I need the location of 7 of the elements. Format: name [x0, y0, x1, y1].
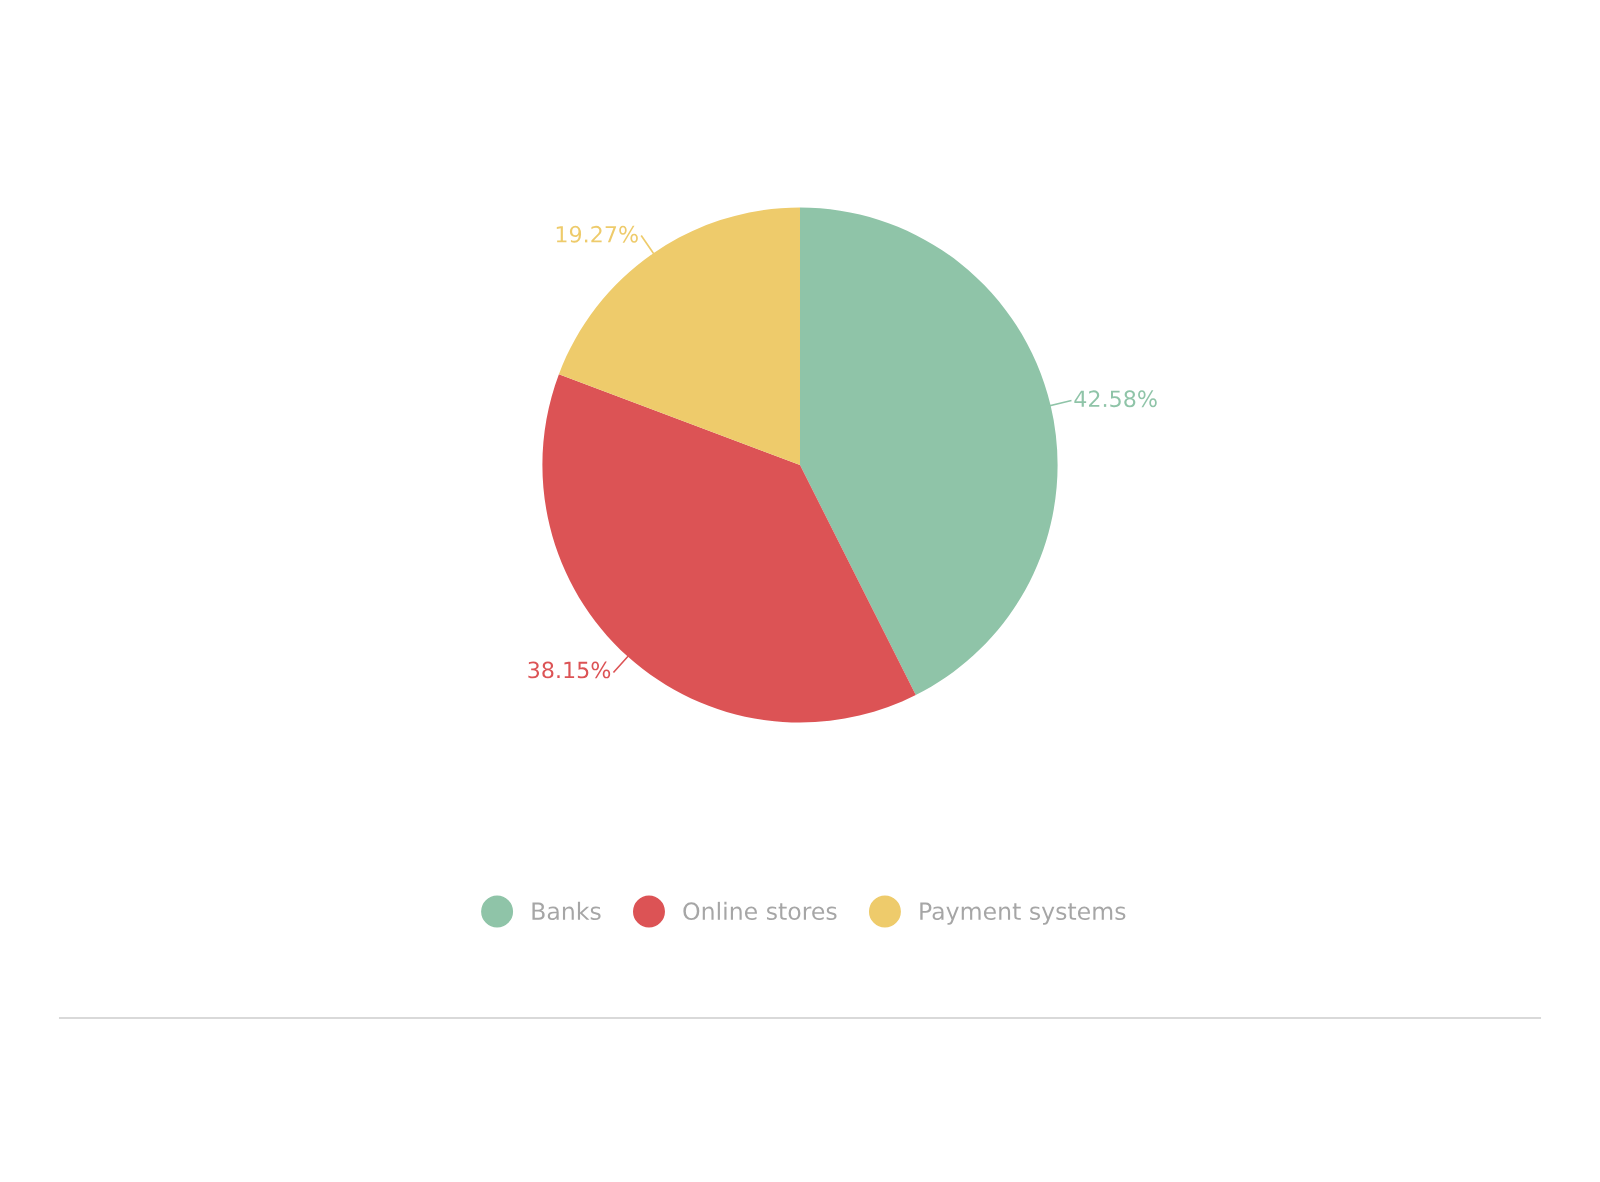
data-label: 38.15% — [528, 661, 611, 679]
legend-label: Payment systems — [920, 902, 1126, 925]
legend-label: Online stores — [683, 901, 837, 921]
data-label: 42.58% — [1074, 390, 1157, 408]
legend-label: Banks — [532, 901, 601, 921]
pie-slice — [558, 207, 800, 465]
data-label: 19.27% — [556, 225, 638, 243]
